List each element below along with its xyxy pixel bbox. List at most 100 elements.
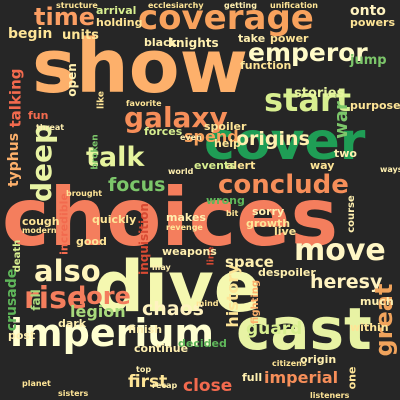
word-origin: origin — [300, 353, 337, 366]
word-listeners: listeners — [310, 391, 350, 400]
word-origins: origins — [236, 128, 310, 150]
word-planet: planet — [22, 379, 51, 388]
word-like: like — [96, 90, 107, 110]
word-revenge: revenge — [166, 223, 203, 232]
word-rise: rise — [24, 281, 88, 316]
word-citizens: citizens — [272, 359, 307, 368]
word-sisters: sisters — [58, 389, 89, 398]
word-course: course — [346, 195, 357, 233]
word-mind: mind — [196, 299, 219, 308]
word-talking: talking — [6, 68, 25, 128]
word-bit: bit — [226, 209, 239, 218]
word-spoiler: spoiler — [204, 120, 247, 133]
word-coverage: coverage — [138, 0, 314, 38]
word-sorry: sorry — [252, 205, 285, 218]
word-power: power — [270, 32, 309, 45]
word-also: also — [34, 254, 101, 288]
word-one: one — [345, 366, 359, 390]
word-move: move — [294, 233, 386, 268]
word-post: post — [8, 329, 36, 342]
word-unification: unification — [270, 1, 318, 10]
word-talk: talk — [86, 142, 145, 173]
word-stories: stories — [294, 86, 345, 101]
word-typhus: typhus — [6, 132, 22, 188]
word-chaos: chaos — [142, 298, 204, 320]
word-start: start — [264, 81, 352, 119]
word-show: show — [32, 24, 248, 110]
word-war: war — [331, 101, 352, 139]
word-imperial: imperial — [264, 368, 339, 387]
word-forces: forces — [144, 125, 183, 138]
word-knights: knights — [168, 36, 219, 50]
word-wrong: wrong — [206, 194, 245, 207]
word-ways: ways — [380, 165, 400, 174]
word-weapons: weapons — [162, 245, 217, 258]
word-imperium: imperium — [10, 311, 215, 355]
word-help: help — [214, 137, 241, 150]
word-guard: guard — [246, 319, 303, 339]
word-units: units — [62, 28, 99, 43]
word-cast: cast — [236, 295, 372, 363]
word-fun: fun — [28, 109, 49, 122]
word-conclude: conclude — [218, 170, 349, 200]
word-threat: threat — [36, 123, 65, 132]
word-finish: finish — [128, 323, 163, 336]
word-spend: spend — [184, 127, 239, 146]
word-may: may — [152, 263, 171, 272]
word-two: two — [334, 147, 357, 160]
word-open: open — [65, 63, 79, 97]
word-even: even — [180, 133, 202, 142]
word-onto: onto — [350, 3, 386, 19]
word-cough: cough — [22, 215, 60, 228]
word-dive: dive — [94, 246, 262, 328]
word-full: full — [242, 371, 263, 384]
word-take: take — [238, 32, 266, 45]
word-favorite: favorite — [126, 99, 162, 108]
word-makes: makes — [166, 211, 206, 224]
word-galaxy: galaxy — [124, 101, 228, 134]
word-world: world — [168, 167, 194, 176]
word-dark: dark — [58, 317, 87, 330]
word-good: good — [76, 235, 107, 248]
word-alert: alert — [226, 159, 256, 172]
word-much: much — [360, 295, 394, 308]
word-recap: recap — [152, 381, 178, 390]
word-decided: decided — [178, 337, 227, 350]
word-structure: structure — [56, 1, 98, 10]
word-arrival: arrival — [96, 4, 137, 17]
word-fall: fall — [29, 289, 43, 311]
word-heresy: heresy — [310, 271, 383, 293]
word-space: space — [225, 253, 274, 271]
word-inquisition: inquisition — [137, 203, 151, 275]
word-purpose: purpose — [350, 99, 400, 112]
word-legion: legion — [70, 302, 126, 321]
word-events: events — [194, 159, 236, 172]
word-black: black — [144, 36, 177, 49]
word-crusade: crusade — [4, 268, 20, 332]
word-modern: modern — [22, 226, 57, 235]
word-powers: powers — [350, 16, 396, 29]
word-begin: begin — [8, 26, 53, 42]
word-lore: lore — [78, 282, 131, 310]
word-top: top — [136, 365, 152, 374]
word-emperor: emperor — [248, 38, 368, 67]
word-growth: growth — [246, 217, 291, 230]
word-choices: choices — [2, 171, 339, 264]
word-fighting: fighting — [250, 279, 261, 325]
word-deep: deep — [25, 123, 58, 203]
word-history: history — [223, 264, 242, 328]
word-ecclesiarchy: ecclesiarchy — [148, 1, 204, 10]
word-despoiler: despoiler — [258, 266, 316, 279]
word-quickly: quickly — [92, 213, 137, 226]
word-focus: focus — [108, 174, 166, 196]
word-death: death — [12, 239, 23, 273]
word-jump: jump — [350, 53, 387, 68]
word-time: time — [34, 3, 95, 31]
word-function: function — [240, 59, 292, 72]
word-brought: brought — [66, 189, 103, 198]
word-first: first — [128, 372, 168, 392]
word-cover: cover — [204, 112, 366, 172]
word-holding: holding — [96, 16, 143, 29]
word-within: within — [350, 321, 389, 334]
